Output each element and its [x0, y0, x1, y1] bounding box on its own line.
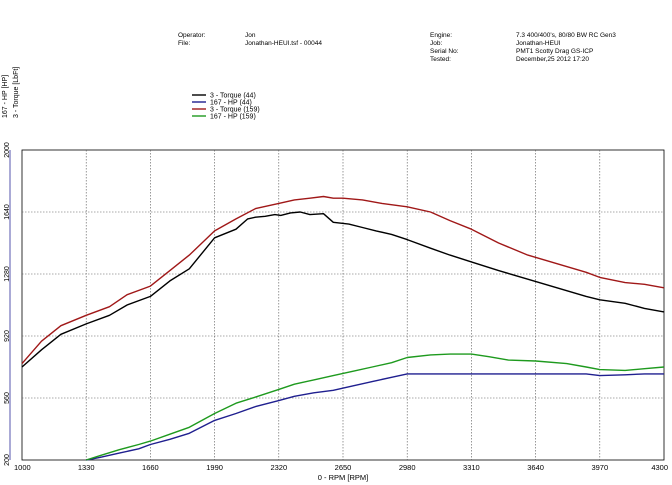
series-line-4 — [85, 353, 665, 461]
x-tick-label: 3970 — [591, 463, 608, 472]
legend-label: 167 - HP (44) — [210, 100, 252, 107]
engine-value: 7.3 400/400's, 80/80 BW RC Gen3 — [516, 32, 616, 39]
engine-label: Engine: — [430, 32, 453, 39]
y-tick-label: 2000 — [4, 142, 11, 158]
operator-label: Operator: — [178, 32, 206, 39]
x-tick-label: 3310 — [463, 463, 480, 472]
x-tick-label: 1000 — [14, 463, 31, 472]
serial-value: PMT1 Scotty Drag GS-ICP — [516, 48, 594, 55]
x-tick-label: 2650 — [335, 463, 352, 472]
tested-label: Tested: — [430, 56, 451, 63]
y-tick-label: 200 — [4, 454, 11, 466]
x-tick-label: 4300 — [651, 463, 668, 472]
series-line-2 — [86, 373, 664, 461]
x-tick-label: 1990 — [206, 463, 223, 472]
legend-label: 3 - Torque (44) — [210, 93, 256, 100]
x-tick-label: 2980 — [399, 463, 416, 472]
operator-value: Jon — [245, 32, 256, 39]
job-value: Jonathan-HEUI — [516, 40, 561, 47]
series-line-1 — [21, 211, 665, 368]
legend-label: 3 - Torque (159) — [210, 107, 260, 114]
file-value: Jonathan-HEUI.tsf - 00044 — [245, 40, 322, 47]
serial-label: Serial No: — [430, 48, 459, 55]
legend-label: 167 - HP (159) — [210, 114, 256, 121]
y-tick-label: 1640 — [4, 204, 11, 220]
x-tick-label: 2320 — [270, 463, 287, 472]
tested-value: December,25 2012 17:20 — [516, 56, 589, 63]
x-tick-label: 1330 — [78, 463, 95, 472]
file-label: File: — [178, 40, 191, 47]
y-tick-label: 920 — [4, 330, 11, 342]
y-tick-label: 560 — [4, 392, 11, 404]
series-line-3 — [21, 195, 665, 365]
x-tick-label: 3640 — [527, 463, 544, 472]
x-tick-label: 1660 — [142, 463, 159, 472]
job-label: Job: — [430, 40, 443, 47]
y-tick-label: 1280 — [4, 266, 11, 282]
x-axis-label: 0 - RPM [RPM] — [318, 473, 368, 482]
